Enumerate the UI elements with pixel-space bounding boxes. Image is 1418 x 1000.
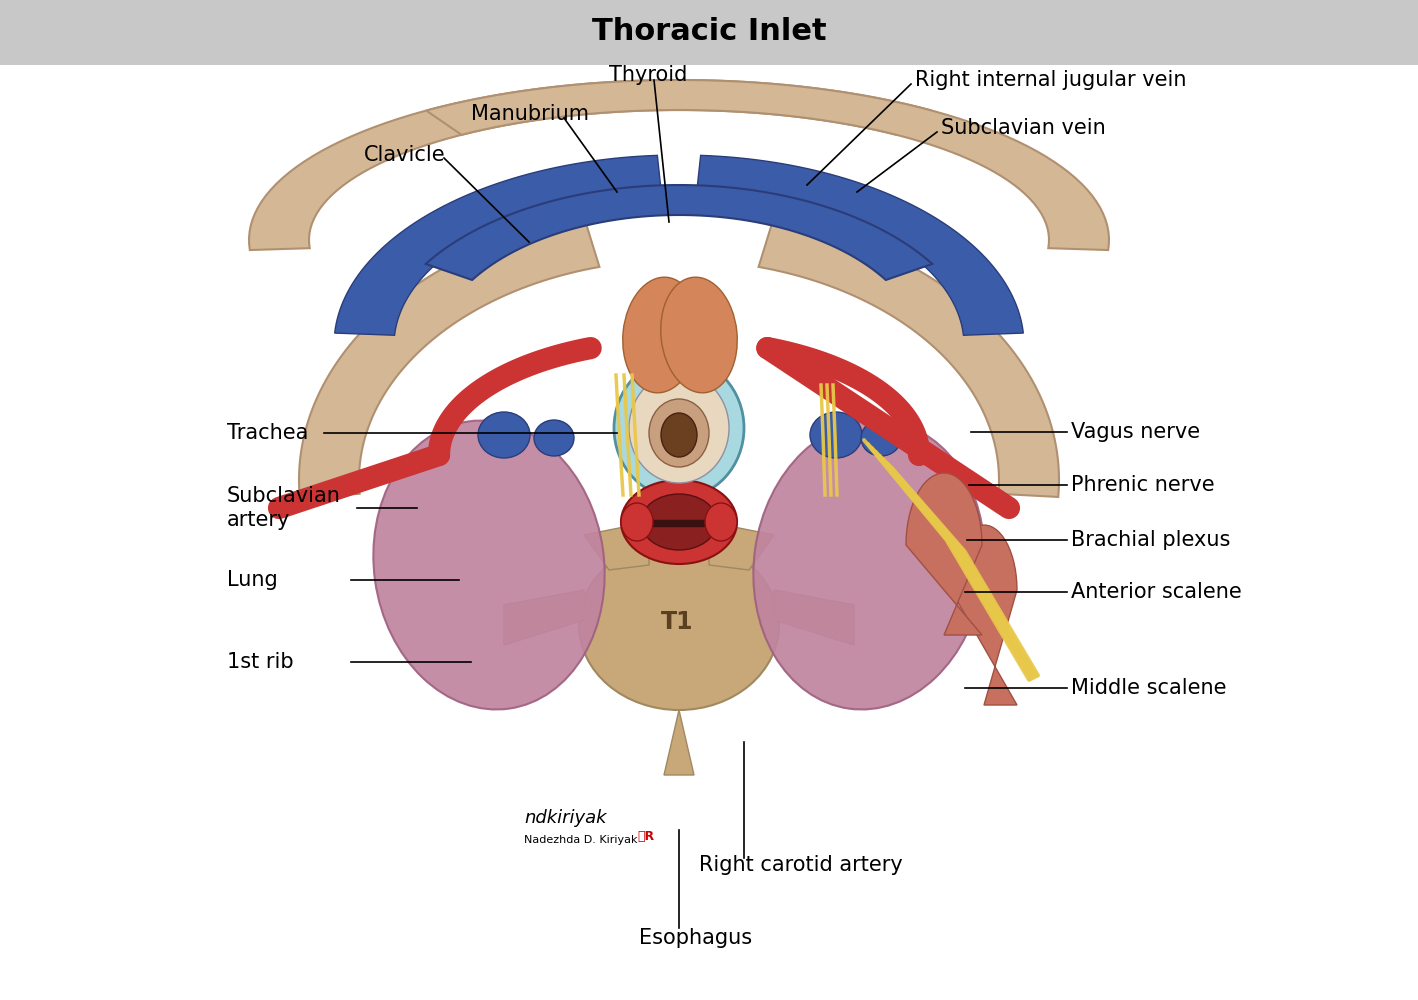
Text: artery: artery: [227, 510, 291, 530]
Text: Middle scalene: Middle scalene: [1071, 678, 1227, 698]
Polygon shape: [335, 155, 661, 335]
Text: Lung: Lung: [227, 570, 278, 590]
Text: Thyroid: Thyroid: [608, 65, 688, 85]
Text: Brachial plexus: Brachial plexus: [1071, 530, 1231, 550]
Text: Anterior scalene: Anterior scalene: [1071, 582, 1242, 602]
Text: ⓤR: ⓤR: [637, 830, 654, 844]
Polygon shape: [759, 218, 1059, 497]
Text: ndkiriyak: ndkiriyak: [525, 809, 607, 827]
Ellipse shape: [661, 277, 737, 393]
Polygon shape: [425, 185, 932, 280]
Text: Clavicle: Clavicle: [364, 145, 445, 165]
Text: T1: T1: [661, 610, 693, 634]
Polygon shape: [427, 80, 1109, 250]
Ellipse shape: [623, 277, 699, 393]
Text: Subclavian: Subclavian: [227, 486, 340, 506]
Text: Right internal jugular vein: Right internal jugular vein: [915, 70, 1187, 90]
Ellipse shape: [753, 421, 984, 709]
Polygon shape: [584, 522, 649, 570]
Ellipse shape: [810, 412, 862, 458]
Text: Subclavian vein: Subclavian vein: [942, 118, 1106, 138]
Ellipse shape: [649, 399, 709, 467]
Text: Esophagus: Esophagus: [640, 928, 752, 948]
Ellipse shape: [641, 494, 718, 550]
Ellipse shape: [861, 420, 900, 456]
Polygon shape: [250, 80, 932, 250]
Polygon shape: [299, 218, 600, 497]
Ellipse shape: [630, 373, 729, 483]
Ellipse shape: [579, 540, 778, 710]
Text: Thoracic Inlet: Thoracic Inlet: [591, 17, 827, 46]
Ellipse shape: [535, 420, 574, 456]
Ellipse shape: [661, 413, 698, 457]
Polygon shape: [951, 525, 1017, 705]
Ellipse shape: [621, 503, 654, 541]
Ellipse shape: [621, 480, 737, 564]
Polygon shape: [774, 590, 854, 645]
Ellipse shape: [705, 503, 737, 541]
Polygon shape: [664, 710, 693, 775]
Text: Vagus nerve: Vagus nerve: [1071, 422, 1200, 442]
Polygon shape: [696, 155, 1024, 335]
Text: Right carotid artery: Right carotid artery: [699, 855, 903, 875]
Polygon shape: [503, 590, 584, 645]
Polygon shape: [652, 520, 706, 526]
Text: Trachea: Trachea: [227, 423, 308, 443]
Ellipse shape: [478, 412, 530, 458]
Polygon shape: [906, 473, 983, 635]
Ellipse shape: [614, 358, 744, 498]
Text: 1st rib: 1st rib: [227, 652, 294, 672]
Text: Manubrium: Manubrium: [471, 104, 588, 124]
Polygon shape: [709, 522, 774, 570]
Text: Phrenic nerve: Phrenic nerve: [1071, 475, 1215, 495]
Ellipse shape: [373, 421, 604, 709]
Text: Nadezhda D. Kiriyak: Nadezhda D. Kiriyak: [525, 835, 638, 845]
